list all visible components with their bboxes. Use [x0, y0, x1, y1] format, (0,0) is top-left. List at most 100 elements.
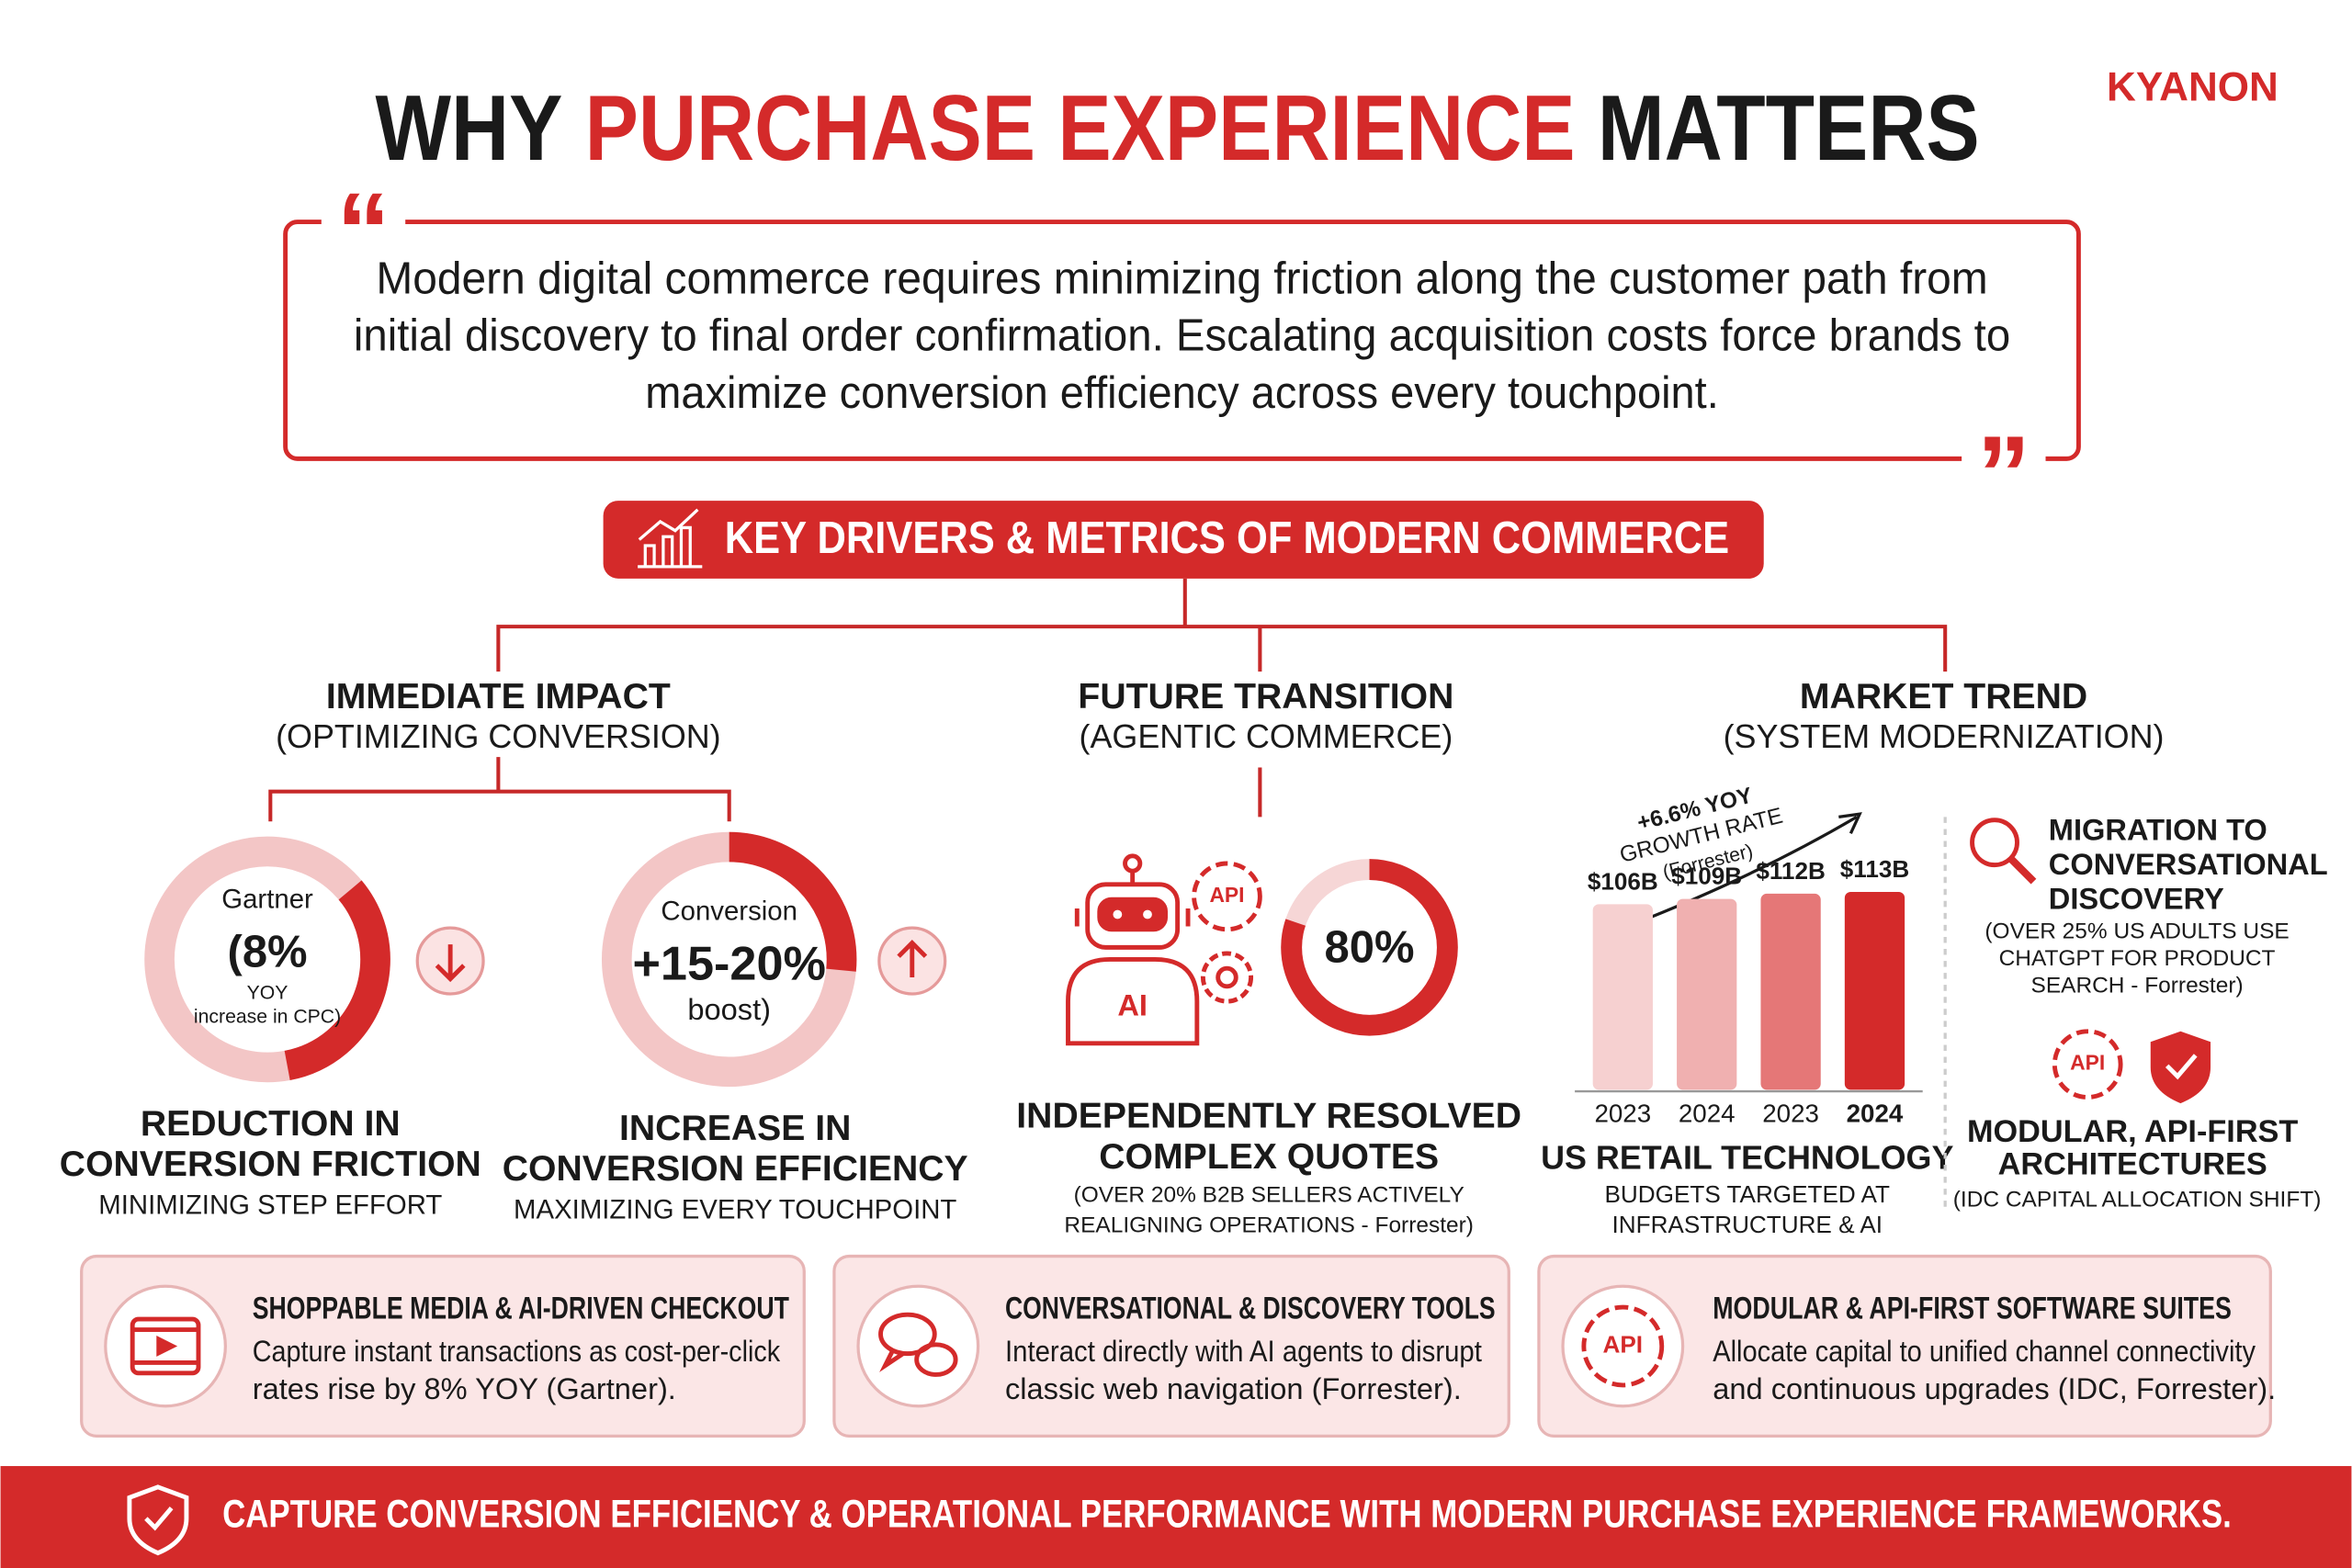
card-icon-bg — [856, 1284, 980, 1408]
card-title: MODULAR & API-FIRST SOFTWARE SUITES — [1713, 1291, 2232, 1325]
ring-arc — [1281, 859, 1458, 1036]
bar-year: 2024 — [1679, 1099, 1736, 1127]
modular-note: (IDC CAPITAL ALLOCATION SHIFT) — [1953, 1188, 2322, 1213]
ring-note: increase in CPC) — [194, 1007, 341, 1028]
card-title: SHOPPABLE MEDIA & AI-DRIVEN CHECKOUT — [253, 1291, 789, 1325]
bar-label: $113B — [1840, 855, 1910, 883]
gear-text: API — [1209, 883, 1244, 907]
quote-box — [283, 220, 2081, 461]
modular-title: MODULAR, API-FIRST — [1967, 1114, 2298, 1149]
metric-label: INCREASE IN — [619, 1109, 851, 1148]
column-subheading: (AGENTIC COMMERCE) — [1080, 718, 1453, 755]
growth-arrow — [1626, 812, 1862, 929]
robot-icon — [1066, 853, 1200, 1046]
ring-note: boost) — [687, 992, 771, 1026]
chart-note: BUDGETS TARGETED AT — [1605, 1180, 1891, 1208]
card-text: Allocate capital to unified channel conn… — [1713, 1334, 2256, 1368]
play-icon — [156, 1336, 178, 1357]
video-icon — [130, 1316, 201, 1376]
bar-label: $112B — [1756, 857, 1826, 885]
bar-chart: $106B 2023 $109B 2024 $112B 2023 $113B 2024 — [1588, 855, 1909, 1127]
metric-label: COMPLEX QUOTES — [1099, 1137, 1439, 1177]
card-text: Capture instant transactions as cost-per… — [253, 1334, 781, 1368]
migration-note: (OVER 25% US ADULTS USE — [1984, 919, 2289, 944]
footer-check — [144, 1506, 174, 1531]
bar-label: $109B — [1671, 863, 1742, 890]
quote-line: Modern digital commerce requires minimiz… — [376, 254, 1987, 304]
up-arrow — [897, 940, 928, 978]
bar — [1844, 891, 1905, 1090]
bar-label: $106B — [1588, 867, 1658, 895]
card — [1537, 1254, 2272, 1438]
column-subheading: (SYSTEM MODERNIZATION) — [1724, 718, 2165, 755]
bar-year: 2023 — [1762, 1099, 1819, 1127]
metric-label: REDUCTION IN — [141, 1104, 401, 1144]
footer-text: CAPTURE CONVERSION EFFICIENCY & OPERATIO… — [222, 1493, 2232, 1536]
shield-icon — [2150, 1031, 2211, 1104]
metric-note: (OVER 20% B2B SELLERS ACTIVELY — [1074, 1183, 1464, 1208]
section-header-pill — [603, 501, 1764, 579]
metric-label: CONVERSION EFFICIENCY — [503, 1149, 968, 1189]
ring-value: 80% — [1325, 923, 1415, 973]
badge-text: API — [2070, 1051, 2105, 1075]
column-heading: IMMEDIATE IMPACT — [326, 677, 671, 716]
chat-icon — [878, 1312, 958, 1377]
footer-shield — [127, 1484, 189, 1556]
robot-eye — [1143, 909, 1152, 919]
ring-value: (8% — [228, 927, 308, 976]
gear — [2052, 1029, 2123, 1100]
robot-text: AI — [1117, 987, 1148, 1021]
card — [80, 1254, 806, 1438]
column-heading: FUTURE TRANSITION — [1078, 677, 1453, 716]
ring-title: Gartner — [221, 885, 313, 915]
migration-title: DISCOVERY — [2049, 881, 2224, 915]
metric-label: INDEPENDENTLY RESOLVED — [1016, 1097, 1521, 1136]
footer-bar — [0, 1466, 2352, 1568]
column-subheading: (OPTIMIZING CONVERSION) — [276, 718, 721, 755]
section-header: KEY DRIVERS & METRICS OF MODERN COMMERCE — [725, 513, 1729, 563]
card — [832, 1254, 1510, 1438]
metric-caption: MINIMIZING STEP EFFORT — [98, 1190, 442, 1220]
gear-hub — [1216, 965, 1238, 989]
migration-note: SEARCH - Forrester) — [2031, 973, 2244, 998]
title-tail: MATTERS — [1598, 76, 1980, 180]
card-icon-text: API — [1603, 1330, 1644, 1358]
gear — [1192, 861, 1262, 932]
card-title: CONVERSATIONAL & DISCOVERY TOOLS — [1005, 1291, 1496, 1325]
quote-gap — [321, 195, 406, 249]
card-text: rates rise by 8% YOY (Gartner). — [253, 1371, 676, 1405]
ring-value: +15-20% — [632, 937, 825, 990]
column-heading: MARKET TREND — [1800, 677, 2087, 716]
ring-arc — [601, 831, 857, 1088]
migration-note: CHATGPT FOR PRODUCT — [1999, 946, 2276, 971]
card-text: classic web navigation (Forrester). — [1005, 1371, 1462, 1405]
metric-label: CONVERSION FRICTION — [60, 1145, 481, 1184]
robot-eye — [1113, 909, 1123, 919]
card-text: Interact directly with AI agents to disr… — [1005, 1334, 1482, 1368]
quote-gap — [1962, 434, 2046, 490]
metric-caption: MAXIMIZING EVERY TOUCHPOINT — [514, 1194, 956, 1224]
bar — [1592, 904, 1653, 1090]
title-lead: WHY — [376, 76, 563, 180]
brand: KYANON — [2107, 65, 2278, 110]
close-quote: ” — [1976, 414, 2030, 535]
shield-check — [2165, 1054, 2198, 1080]
bar-year: 2023 — [1594, 1099, 1651, 1127]
metric-note: REALIGNING OPERATIONS - Forrester) — [1064, 1213, 1473, 1237]
migration-title: MIGRATION TO — [2049, 812, 2267, 846]
ring-title: Conversion — [661, 897, 797, 927]
tree-lines — [268, 578, 1948, 822]
ring-note: YOY — [247, 983, 288, 1004]
title-highlight: PURCHASE EXPERIENCE — [585, 76, 1576, 180]
down-arrow — [435, 944, 466, 983]
chart-note: INFRASTRUCTURE & AI — [1612, 1211, 1883, 1238]
gear — [1581, 1304, 1665, 1388]
migration-title: CONVERSATIONAL — [2049, 847, 2328, 881]
bar — [1760, 893, 1821, 1090]
card-icon-bg — [1561, 1284, 1685, 1408]
magnifier-icon — [1970, 818, 2037, 885]
quote-line: initial discovery to final order confirm… — [354, 311, 2010, 361]
